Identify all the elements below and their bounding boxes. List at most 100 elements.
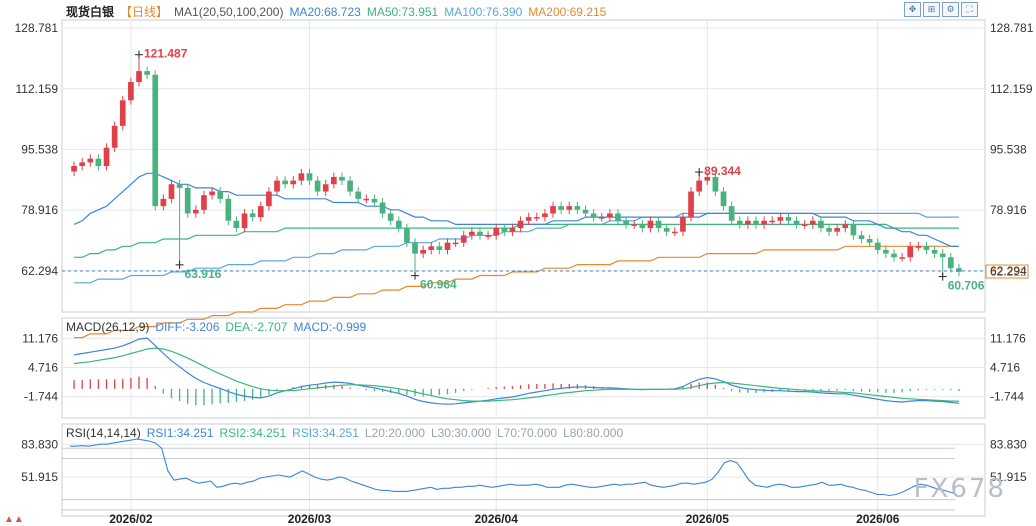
macd-tick-left: 11.176	[22, 331, 58, 345]
extreme-label: 89.344	[704, 164, 741, 178]
candle-body	[477, 231, 483, 236]
candle-body	[858, 235, 865, 239]
rsi-l20: L20:20.000	[364, 426, 425, 440]
candle-body	[469, 231, 475, 236]
macd-tick-left: -1.744	[24, 390, 58, 404]
candle-body	[550, 206, 556, 214]
candle-body	[639, 224, 646, 229]
watermark-logo: FX678	[913, 474, 1006, 504]
candle-body	[647, 220, 654, 229]
candle-body	[257, 206, 264, 218]
candle-body	[119, 100, 126, 126]
macd-tick-left: 4.716	[28, 360, 58, 374]
candle-body	[314, 180, 321, 192]
candle-body	[266, 191, 272, 207]
candle-body	[160, 198, 167, 207]
price-tick-right: 95.538	[990, 142, 1027, 156]
rsi-l30: L30:30.000	[430, 426, 491, 440]
candle-body	[509, 228, 516, 232]
macd-tick-right: 11.176	[990, 331, 1026, 345]
rsi-panel	[62, 438, 958, 511]
candle-body	[517, 220, 524, 229]
ma-indicator-label[interactable]: MA1(20,50,100,200)	[174, 5, 284, 19]
ma50-line	[74, 223, 959, 258]
macd-indicator-label[interactable]: MACD(26,12,9)	[66, 320, 150, 334]
candle-body	[574, 206, 581, 210]
macd-dea-line	[74, 347, 959, 402]
candle-body	[769, 220, 776, 223]
candle-body	[274, 180, 280, 192]
candle-body	[79, 162, 86, 166]
candle-body	[452, 242, 459, 245]
rsi-l80: L80:80.000	[563, 426, 624, 440]
candle-body	[290, 180, 297, 185]
ma200-line	[74, 245, 959, 339]
rsi2-value: RSI2:34.251	[219, 426, 287, 440]
candle-body	[956, 268, 962, 272]
move-icon[interactable]: ✥	[904, 2, 921, 17]
candle-body	[809, 220, 816, 225]
candlesticks	[71, 54, 962, 277]
rsi3-value: RSI3:34.251	[292, 426, 359, 440]
candle-body	[939, 253, 946, 258]
candle-body	[899, 257, 905, 259]
macd-tick-right: -1.744	[990, 390, 1024, 404]
candle-body	[201, 195, 207, 210]
settings-icon[interactable]: ⚙	[942, 2, 959, 17]
candle-body	[801, 224, 808, 226]
candle-body	[883, 249, 889, 254]
ma100-value: MA100:76.390	[444, 5, 523, 19]
candle-body	[842, 224, 849, 229]
candle-body	[428, 246, 435, 250]
candle-body	[282, 180, 288, 185]
macd-diff-line	[73, 337, 959, 405]
rsi-legend: RSI(14,14,14) RSI1:34.251 RSI2:34.251 RSI3:…	[66, 426, 629, 440]
candle-body	[444, 242, 451, 250]
candle-body	[168, 184, 175, 199]
candle-body	[663, 228, 670, 232]
candle-body	[184, 187, 191, 214]
candle-body	[745, 220, 751, 225]
candle-body	[850, 224, 857, 236]
candle-body	[533, 217, 540, 219]
x-tick-label: 2026/02	[109, 512, 153, 526]
candle-body	[111, 125, 118, 148]
price-tick-right: 62.294	[990, 264, 1027, 278]
instrument-title: 现货白银	[66, 5, 115, 19]
candle-body	[818, 220, 824, 229]
candle-body	[590, 213, 597, 218]
rsi1-value: RSI1:34.251	[146, 426, 214, 440]
candle-body	[753, 220, 759, 225]
candle-body	[225, 198, 232, 221]
candle-body	[322, 184, 329, 192]
candle-body	[95, 158, 102, 166]
candle-body	[71, 166, 77, 172]
candle-body	[339, 176, 345, 181]
candle-body	[736, 220, 743, 225]
period-selector[interactable]: 【日线】	[120, 5, 169, 19]
candle-body	[103, 147, 110, 166]
candle-body	[607, 213, 613, 218]
zoom-icon[interactable]: ⊞	[923, 2, 940, 17]
panel-frame	[61, 423, 986, 517]
candle-body	[330, 176, 337, 185]
price-tick-left: 78.916	[21, 203, 58, 217]
candle-body	[412, 242, 418, 254]
candle-body	[363, 198, 370, 201]
price-tick-left: 62.294	[21, 264, 58, 278]
candle-body	[485, 235, 491, 237]
candle-body	[680, 217, 686, 232]
rsi-indicator-label[interactable]: RSI(14,14,14)	[66, 426, 141, 440]
candle-body	[777, 217, 784, 221]
extreme-label: 60.964	[420, 278, 457, 292]
candle-body	[87, 158, 94, 163]
candle-body	[436, 246, 443, 250]
price-legend: 现货白银 【日线】 MA1(20,50,100,200) MA20:68.723 MA5…	[66, 3, 612, 20]
ma20-value: MA20:68.723	[289, 5, 361, 19]
macd-value: MACD:-0.999	[293, 320, 367, 334]
fullscreen-icon[interactable]: ⛶	[961, 2, 978, 17]
x-tick-label: 2026/06	[856, 512, 900, 526]
candle-body	[176, 184, 183, 188]
macd-tick-right: 4.716	[990, 360, 1020, 374]
rsi-tick-left: 51.915	[21, 470, 58, 484]
